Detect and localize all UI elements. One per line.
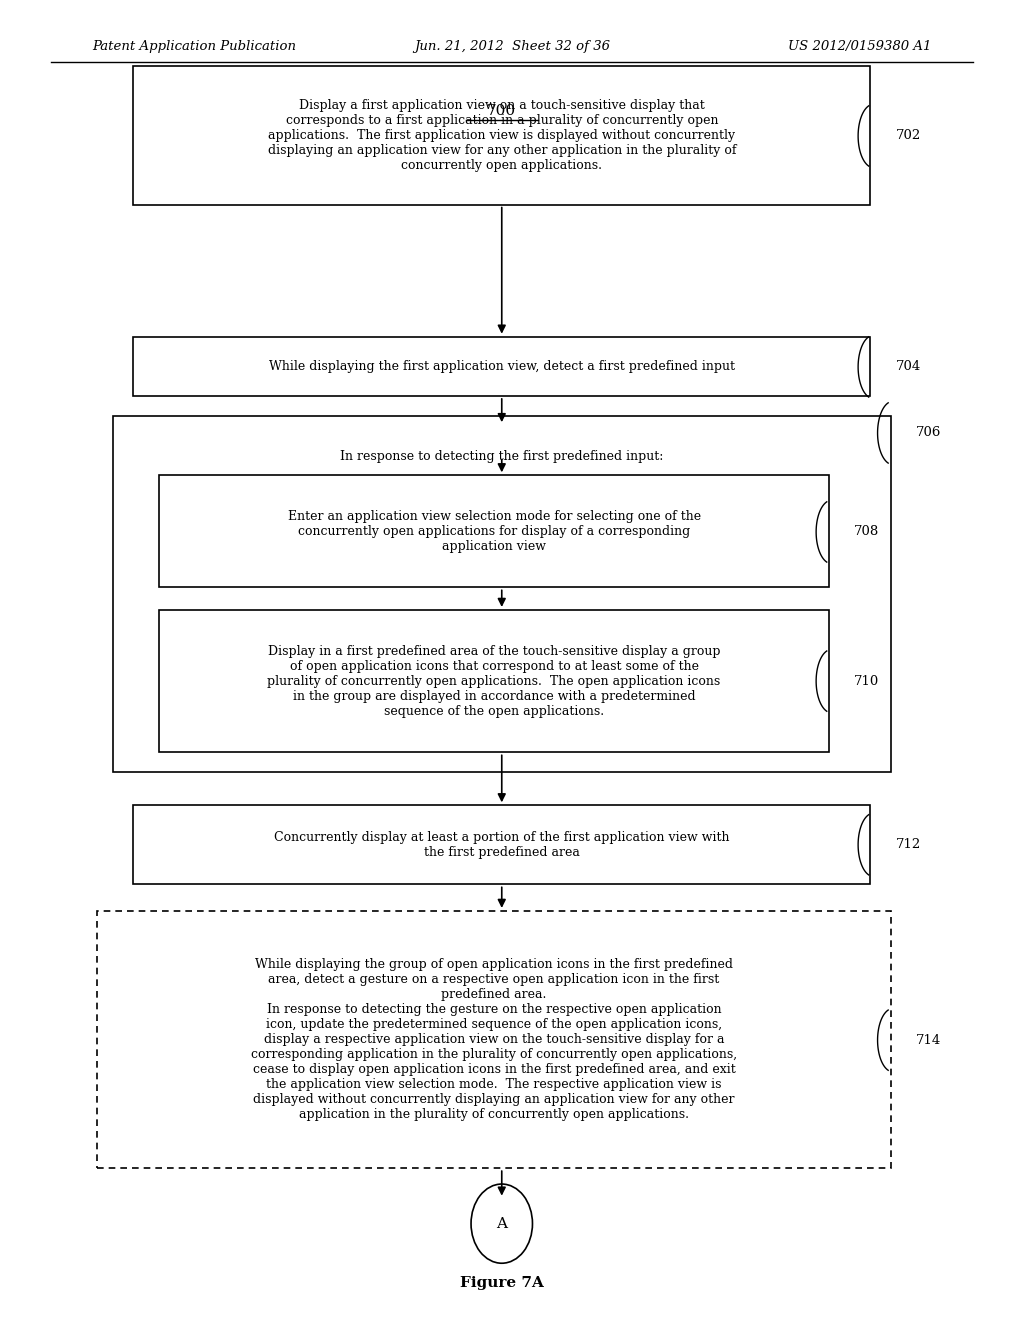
Text: 714: 714 <box>915 1034 941 1047</box>
Text: 710: 710 <box>854 675 880 688</box>
Text: Concurrently display at least a portion of the first application view with
the f: Concurrently display at least a portion … <box>274 830 729 859</box>
Text: In response to detecting the first predefined input:: In response to detecting the first prede… <box>340 450 664 463</box>
Text: 712: 712 <box>896 838 922 851</box>
Text: Jun. 21, 2012  Sheet 32 of 36: Jun. 21, 2012 Sheet 32 of 36 <box>414 40 610 53</box>
Text: Display in a first predefined area of the touch-sensitive display a group
of ope: Display in a first predefined area of th… <box>267 644 721 718</box>
Text: A: A <box>497 1217 507 1230</box>
Text: US 2012/0159380 A1: US 2012/0159380 A1 <box>788 40 932 53</box>
Text: 700: 700 <box>487 104 516 117</box>
Text: 702: 702 <box>896 129 922 143</box>
Text: Patent Application Publication: Patent Application Publication <box>92 40 296 53</box>
Text: While displaying the group of open application icons in the first predefined
are: While displaying the group of open appli… <box>251 958 737 1121</box>
Text: Enter an application view selection mode for selecting one of the
concurrently o: Enter an application view selection mode… <box>288 510 700 553</box>
Text: 706: 706 <box>915 426 941 440</box>
Text: Figure 7A: Figure 7A <box>460 1276 544 1290</box>
Text: 708: 708 <box>854 525 880 539</box>
Text: Display a first application view on a touch-sensitive display that
corresponds t: Display a first application view on a to… <box>267 99 736 172</box>
Text: 704: 704 <box>896 360 922 374</box>
Text: While displaying the first application view, detect a first predefined input: While displaying the first application v… <box>268 360 735 372</box>
